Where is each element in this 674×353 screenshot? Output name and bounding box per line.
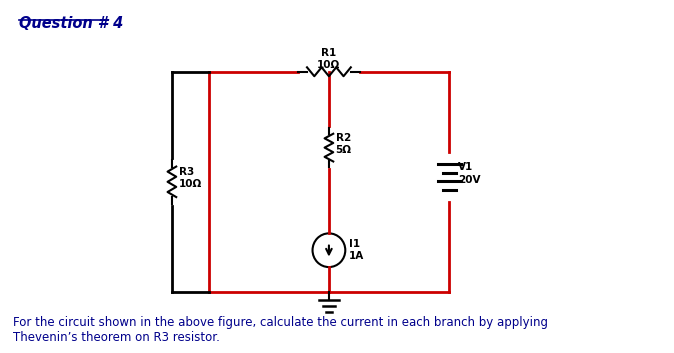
Text: For the circuit shown in the above figure, calculate the current in each branch : For the circuit shown in the above figur… (13, 316, 548, 343)
Text: R1: R1 (321, 48, 336, 58)
Text: R3: R3 (179, 167, 194, 177)
Text: Question # 4: Question # 4 (19, 16, 123, 31)
Text: 20V: 20V (458, 175, 481, 185)
Text: R2: R2 (336, 133, 351, 143)
Text: 10Ω: 10Ω (317, 60, 340, 70)
Text: 5Ω: 5Ω (336, 145, 352, 155)
Text: 10Ω: 10Ω (179, 179, 202, 189)
Text: 1A: 1A (349, 251, 365, 261)
Text: I1: I1 (349, 239, 361, 249)
Text: V1: V1 (458, 162, 473, 172)
